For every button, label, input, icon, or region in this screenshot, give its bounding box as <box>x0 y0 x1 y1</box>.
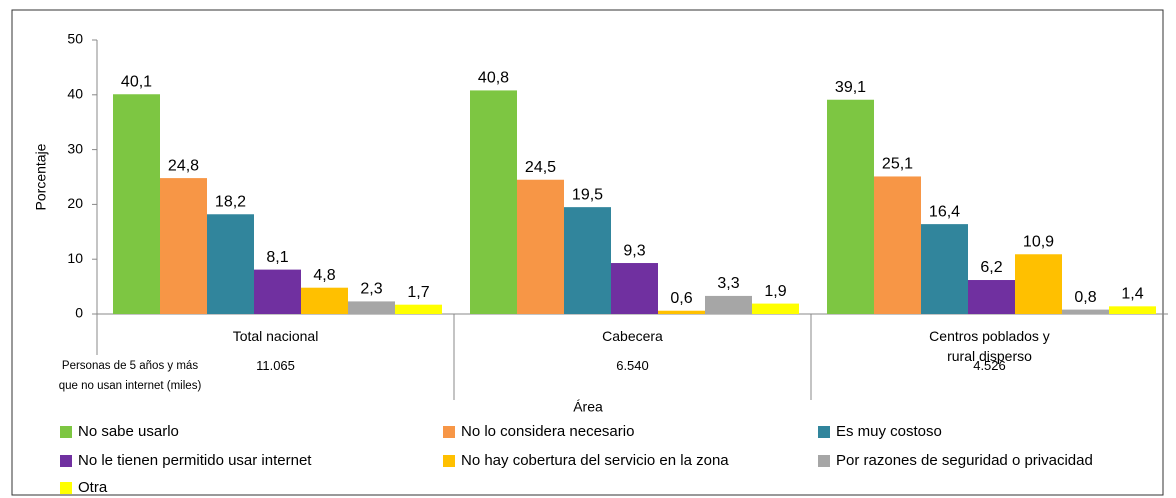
bar <box>752 303 799 314</box>
data-label: 18,2 <box>215 193 246 210</box>
x-tick-label: Cabecera <box>602 328 663 344</box>
bar <box>254 269 301 314</box>
legend-item: No hay cobertura del servicio en la zona <box>443 452 729 469</box>
data-label: 3,3 <box>717 275 739 292</box>
legend-label: No le tienen permitido usar internet <box>78 452 312 469</box>
data-label: 2,3 <box>360 281 382 298</box>
x-tick-label: Total nacional <box>232 328 319 344</box>
legend-label: No lo considera necesario <box>461 423 635 440</box>
legend-swatch <box>443 425 455 438</box>
data-label: 39,1 <box>835 79 866 96</box>
y-tick-label: 0 <box>75 305 83 321</box>
data-label: 9,3 <box>623 242 645 259</box>
legend-item: Otra <box>60 479 107 496</box>
bar <box>874 176 921 314</box>
legend-item: Por razones de seguridad o privacidad <box>818 452 1093 469</box>
legend-item: No sabe usarlo <box>60 423 179 440</box>
legend-item: No le tienen permitido usar internet <box>60 452 311 469</box>
legend-swatch <box>818 454 830 467</box>
population-value: 6.540 <box>616 358 649 373</box>
population-label: Personas de 5 años y más que no usan int… <box>58 360 202 392</box>
bar <box>207 214 254 314</box>
legend-swatch <box>443 454 455 467</box>
data-label: 0,6 <box>670 290 692 307</box>
y-tick-label: 50 <box>67 31 83 47</box>
data-label: 1,9 <box>764 283 786 300</box>
y-tick-label: 20 <box>67 195 83 211</box>
data-label: 40,1 <box>121 73 152 90</box>
bar <box>968 280 1015 314</box>
legend-label: Otra <box>78 479 108 496</box>
x-tick-label: Centros poblados y rural disperso <box>929 328 1050 364</box>
y-axis-label: Porcentaje <box>33 143 49 210</box>
y-tick-label: 10 <box>67 250 83 266</box>
y-tick-label: 30 <box>67 140 83 156</box>
bar <box>160 178 207 314</box>
bar <box>395 304 442 314</box>
legend-item: Es muy costoso <box>818 423 942 440</box>
data-label: 10,9 <box>1023 233 1054 250</box>
legend-item: No lo considera necesario <box>443 423 634 440</box>
data-label: 25,1 <box>882 156 913 173</box>
legend-swatch <box>60 454 72 467</box>
data-label: 1,4 <box>1121 286 1143 303</box>
bar <box>1109 306 1156 314</box>
data-label: 1,7 <box>407 284 429 301</box>
data-label: 24,8 <box>168 157 199 174</box>
data-label: 24,5 <box>525 159 556 176</box>
bar <box>921 224 968 314</box>
legend-label: Es muy costoso <box>836 423 942 440</box>
data-label: 0,8 <box>1074 289 1096 306</box>
frame <box>11 9 1164 496</box>
data-label: 6,2 <box>980 259 1002 276</box>
y-tick-label: 40 <box>67 86 83 102</box>
bar <box>658 310 705 314</box>
data-label: 19,5 <box>572 186 603 203</box>
data-label: 4,8 <box>313 267 335 284</box>
bar <box>113 94 160 314</box>
population-value: 4.526 <box>973 358 1006 373</box>
bar <box>470 90 517 314</box>
legend-swatch <box>60 425 72 438</box>
bar <box>705 295 752 314</box>
legend-label: No hay cobertura del servicio en la zona <box>461 452 729 469</box>
bar <box>611 263 658 314</box>
data-label: 16,4 <box>929 203 960 220</box>
bar <box>301 287 348 314</box>
bar <box>564 207 611 314</box>
bar <box>1015 254 1062 314</box>
legend-label: Por razones de seguridad o privacidad <box>836 452 1093 469</box>
population-value: 11.065 <box>256 358 295 373</box>
data-label: 40,8 <box>478 70 509 87</box>
legend-swatch <box>818 425 830 438</box>
data-label: 8,1 <box>266 249 288 266</box>
bar <box>827 99 874 315</box>
legend-label: No sabe usarlo <box>78 423 179 440</box>
bar <box>348 301 395 314</box>
legend-swatch <box>60 481 72 494</box>
bar <box>517 179 564 314</box>
bar <box>1062 309 1109 314</box>
x-axis-label: Área <box>573 399 603 415</box>
